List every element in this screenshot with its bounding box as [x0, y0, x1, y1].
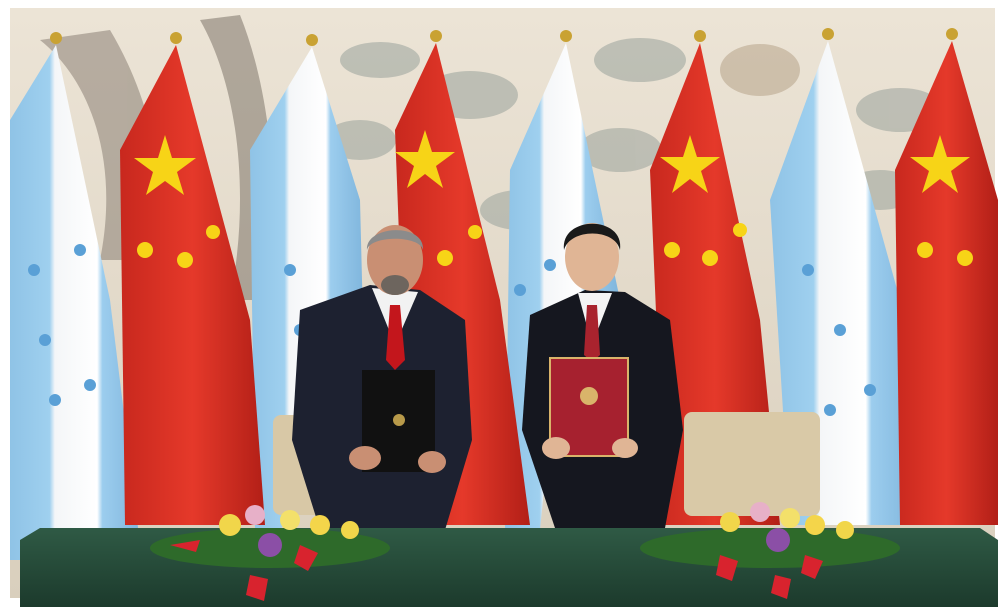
honduras-stars — [28, 244, 876, 416]
china-stars — [134, 130, 973, 268]
person-left — [292, 225, 472, 530]
person-right — [522, 223, 683, 528]
chair-right — [684, 412, 820, 516]
flowers-left — [150, 505, 390, 601]
finials — [50, 28, 958, 46]
flowers-right — [640, 502, 900, 599]
